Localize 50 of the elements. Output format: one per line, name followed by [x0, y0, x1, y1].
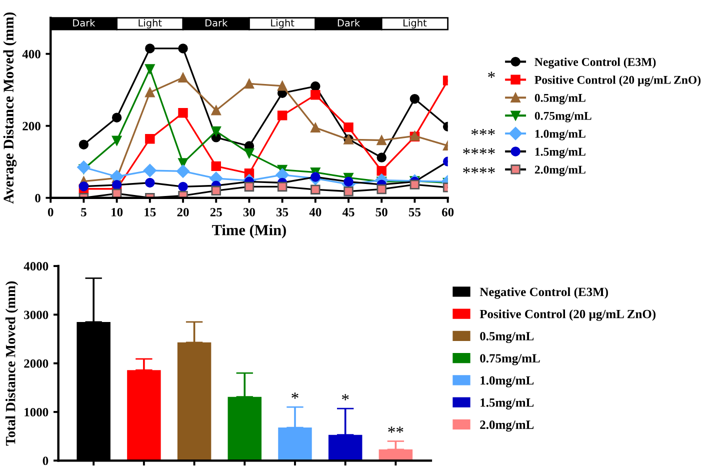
- legend-label: Negative Control (E3M): [480, 287, 608, 299]
- data-label: **: [388, 426, 404, 433]
- legend-label: 1.0mg/mL: [480, 376, 534, 388]
- y-tick-label: 0: [42, 456, 48, 466]
- y-tick-label: 400: [22, 50, 40, 58]
- legend-label: Positive Control (20 µg/mL ZnO): [534, 76, 701, 86]
- data-label: *: [342, 394, 349, 400]
- x-tick-label: 35: [276, 208, 288, 216]
- legend-label: 0.5mg/mL: [480, 332, 534, 344]
- y-tick-label: 1000: [24, 408, 48, 416]
- x-tick-label: 20: [177, 208, 189, 216]
- x-axis-title: Time (Min): [212, 224, 286, 238]
- legend-label: 1.5mg/mL: [480, 398, 534, 410]
- legend-label: 2.0mg/mL: [534, 166, 586, 176]
- x-tick-label: 50: [376, 208, 388, 216]
- text: *: [488, 72, 495, 78]
- legend-label: Positive Control (20 µg/mL ZnO): [480, 309, 656, 321]
- x-tick-label: 60: [442, 208, 454, 216]
- legend-label: 0.75mg/mL: [480, 354, 540, 366]
- legend-label: 1.0mg/mL: [535, 130, 586, 140]
- data-label: *: [292, 392, 298, 399]
- band-label: Dark: [338, 19, 360, 27]
- y-tick-label: 3000: [24, 310, 48, 320]
- band-label: Dark: [73, 19, 96, 27]
- band-label: Light: [404, 19, 427, 28]
- y-axis-title: Average Distance Moved (mm): [3, 12, 17, 204]
- y-axis-title: Total Distance Moved (mm): [5, 281, 18, 446]
- text: ****: [463, 148, 495, 154]
- x-tick-label: 10: [112, 208, 123, 216]
- x-tick-label: 5: [81, 208, 86, 216]
- legend-label: 0.5mg/mL: [534, 94, 586, 104]
- y-tick-label: 2000: [24, 359, 48, 368]
- band-label: Light: [138, 19, 162, 28]
- y-tick-label: 4000: [24, 262, 48, 270]
- text: ***: [471, 129, 495, 136]
- x-tick-label: 15: [144, 208, 156, 216]
- x-tick-label: 45: [342, 208, 354, 216]
- legend-label: Negative Control (E3M): [534, 58, 656, 68]
- legend-label: 0.75mg/mL: [534, 112, 592, 122]
- band-label: Dark: [206, 19, 228, 27]
- y-tick-label: 0: [35, 194, 40, 202]
- x-tick-label: 40: [309, 208, 322, 216]
- x-tick-label: 25: [210, 208, 222, 216]
- text: ****: [463, 167, 495, 174]
- x-tick-label: 55: [408, 208, 421, 216]
- legend-label: 1.5mg/mL: [535, 148, 586, 158]
- legend-label: 2.0mg/mL: [480, 420, 534, 432]
- x-tick-label: 30: [243, 208, 255, 216]
- band-label: Light: [271, 19, 294, 28]
- y-tick-label: 200: [22, 122, 40, 130]
